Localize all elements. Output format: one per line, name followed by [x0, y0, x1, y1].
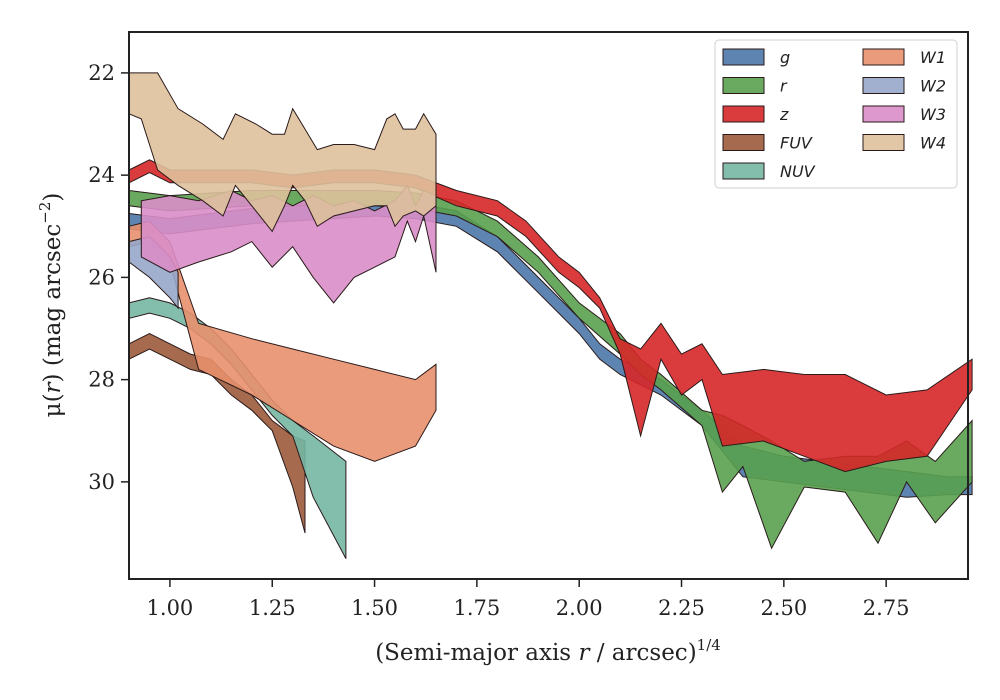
x-tick-label: 1.00: [147, 596, 194, 620]
legend-label-w3: W3: [920, 105, 946, 124]
legend-label-w4: W4: [920, 134, 946, 153]
legend-swatch-w2: [862, 77, 905, 94]
legend-label-g: g: [780, 48, 790, 67]
series-bands: [128, 72, 973, 559]
x-tick-label: 1.25: [249, 596, 296, 620]
x-tick-label: 2.75: [863, 596, 910, 620]
y-tick-label: 26: [88, 265, 115, 289]
legend-swatch-z: [722, 105, 765, 123]
legend-swatch-w4: [862, 134, 905, 151]
legend-swatch-nuv: [722, 162, 765, 180]
x-tick-label: 2.00: [556, 596, 603, 620]
x-tick-label: 2.25: [658, 596, 705, 620]
legend-swatch-r: [722, 77, 765, 94]
legend-label-w2: W2: [920, 77, 946, 96]
legend-swatch-w3: [862, 105, 905, 123]
y-tick-label: 22: [88, 61, 115, 85]
series-band-w4: [128, 72, 437, 233]
x-tick-label: 2.50: [760, 596, 807, 620]
y-tick-label: 24: [88, 163, 115, 187]
plot-frame: [128, 31, 969, 580]
legend-swatch-fuv: [722, 134, 765, 151]
series-band-nuv: [128, 297, 347, 559]
y-axis-label: μ(r) (mag arcsec−2): [36, 193, 66, 418]
x-axis-label: (Semi-major axis r / arcsec)1/4: [375, 636, 721, 666]
series-band-w1: [128, 220, 437, 462]
x-tick-label: 1.50: [351, 596, 398, 620]
legend-label-w1: W1: [920, 48, 946, 67]
x-tick-label: 1.75: [453, 596, 500, 620]
legend-label-r: r: [780, 77, 788, 96]
legend-label-nuv: NUV: [780, 162, 816, 181]
legend-swatch-w1: [862, 48, 905, 66]
y-tick-label: 30: [88, 470, 115, 494]
legend-label-fuv: FUV: [780, 134, 813, 153]
axis-ticks: 1.00 1.25 1.50 1.75 2.00 2.25 2.50 2.75 22 24 26 28…: [88, 61, 909, 620]
legend: grz FUV NUV W1 W2 W3 W4: [714, 39, 958, 189]
y-tick-label: 28: [88, 368, 115, 392]
legend-swatch-g: [722, 48, 765, 66]
legend-label-z: z: [779, 105, 789, 124]
